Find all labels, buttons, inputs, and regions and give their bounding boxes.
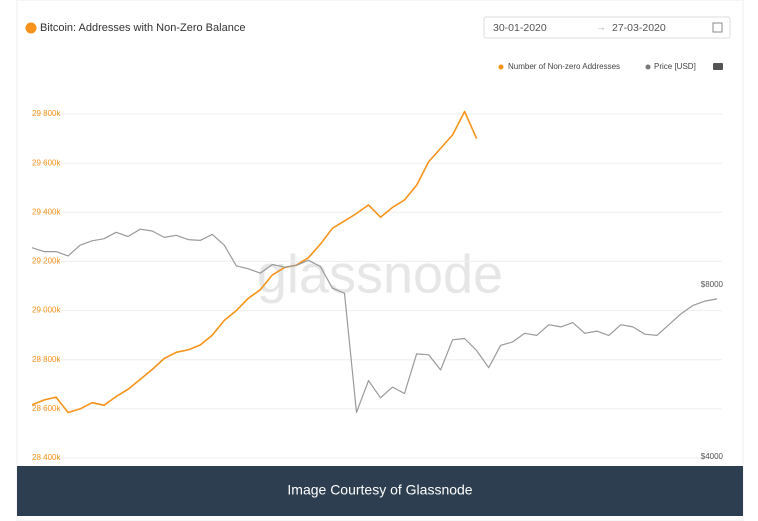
y-tick-label: 29 400k [32,207,61,216]
y-tick-label: 28 600k [32,404,61,413]
series-line [31,110,478,414]
y2-tick-label: $4000 [701,452,724,461]
y-tick-label: 29 600k [32,158,61,167]
y-tick-label: 28 400k [32,453,61,462]
title-icon [25,22,37,34]
chart-title: Bitcoin: Addresses with Non-Zero Balance [40,22,245,34]
y-tick-label: 28 800k [32,355,61,364]
calendar-icon[interactable] [712,22,723,33]
y-tick-label: 29 000k [32,306,61,315]
date-from: 30-01-2020 [493,22,547,34]
caption: Image Courtesy of Glassnode [287,482,472,498]
legend-swatch [498,64,504,70]
caption-bar [17,466,743,516]
y2-tick-label: $8000 [701,280,724,289]
y-tick-label: 29 800k [32,109,61,118]
camera-icon[interactable] [713,63,723,70]
date-to: 27-03-2020 [612,22,666,34]
watermark: glassnode [257,244,503,304]
date-arrow: → [596,23,606,34]
card [16,0,744,521]
date-picker[interactable] [483,16,731,39]
legend-entry[interactable]: Price [USD] [654,62,696,71]
legend-swatch [645,64,651,70]
y-tick-label: 29 200k [32,257,61,266]
series-line [31,228,718,413]
legend-entry[interactable]: Number of Non-zero Addresses [508,62,620,71]
